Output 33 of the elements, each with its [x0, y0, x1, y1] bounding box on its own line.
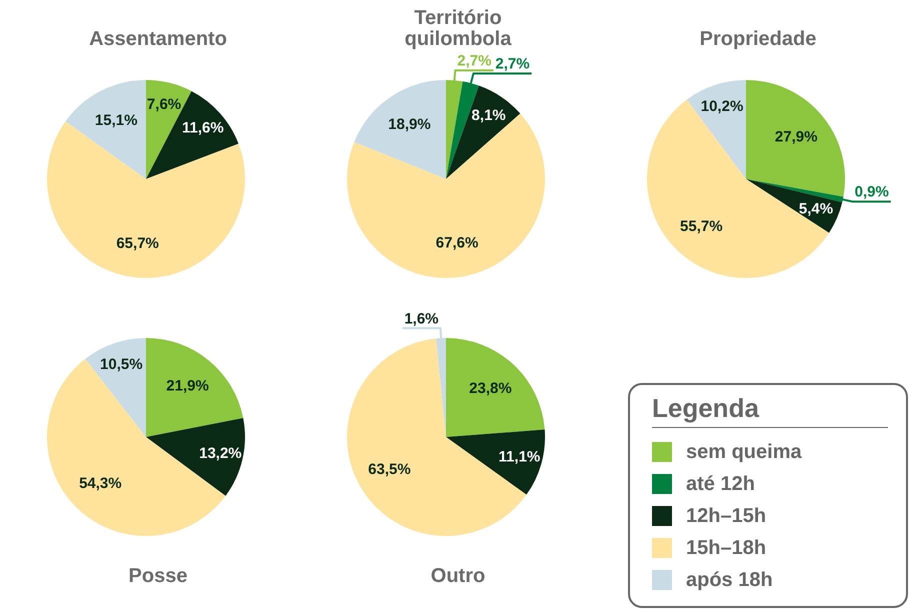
data-label: 23,8% [469, 380, 512, 398]
data-label: 11,1% [498, 448, 540, 466]
data-label: 18,9% [388, 116, 431, 133]
legend-label: após 18h [686, 568, 773, 592]
legend-label: 15h–18h [686, 536, 766, 560]
data-label: 55,7% [680, 218, 723, 235]
data-label: 7,6% [146, 96, 182, 114]
text: Posse [128, 565, 188, 587]
legend-title: Legenda [652, 393, 888, 428]
data-label: 67,6% [436, 234, 478, 252]
data-label: 10,2% [700, 98, 744, 115]
data-label: 11,6% [182, 119, 224, 136]
data-label: 0,9% [854, 184, 889, 201]
chart-title: Assentamento [88, 27, 228, 50]
data-label: 2,7% [495, 56, 530, 73]
data-label: 54,3% [79, 474, 122, 492]
data-label: 5,4% [798, 200, 834, 218]
data-label: 21,9% [166, 378, 209, 395]
text: Outro [430, 565, 486, 587]
chart-title: Território quilombola [404, 7, 512, 50]
data-label: 10,5% [100, 356, 143, 374]
data-label: 63,5% [368, 460, 411, 478]
legend-label: até 12h [686, 472, 755, 496]
data-label: 15,1% [94, 112, 138, 130]
legend-label: sem queima [686, 440, 802, 464]
data-label: 2,7% [457, 52, 492, 70]
legend-label: 12h–15h [686, 504, 766, 528]
chart-title: Propriedade [698, 27, 818, 50]
data-label: 27,9% [774, 128, 818, 146]
data-label: 65,7% [116, 234, 159, 252]
data-label: 1,6% [404, 310, 439, 328]
data-label: 8,1% [472, 106, 506, 124]
data-label: 13,2% [199, 444, 242, 462]
